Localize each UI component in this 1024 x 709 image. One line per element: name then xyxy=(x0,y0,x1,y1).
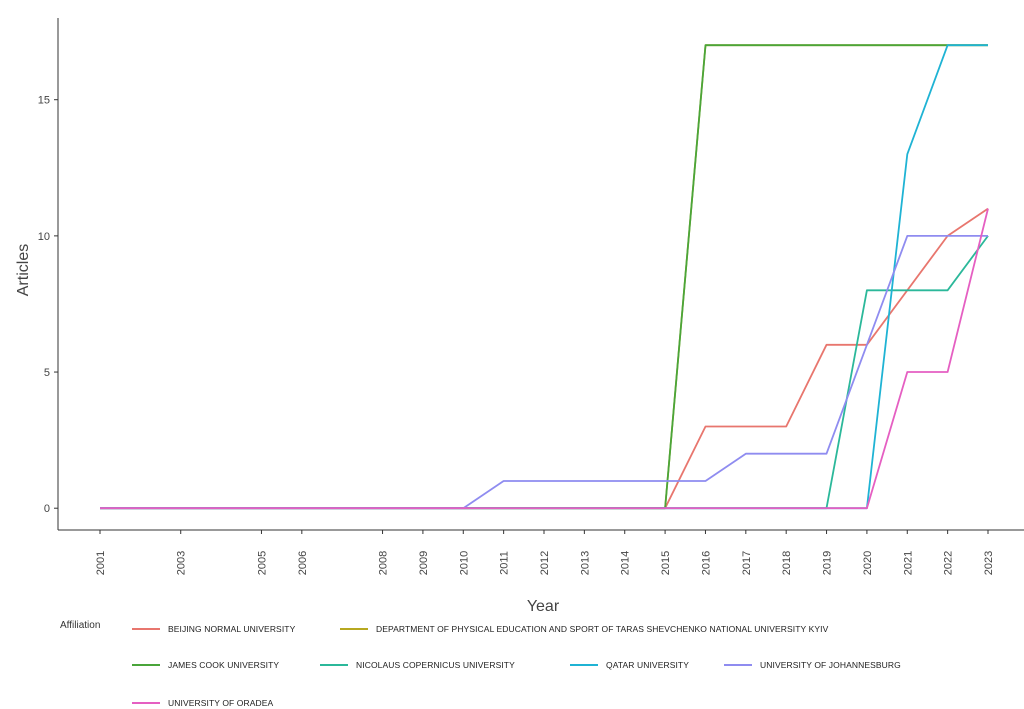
legend-label: JAMES COOK UNIVERSITY xyxy=(168,660,280,670)
legend-item: UNIVERSITY OF ORADEA xyxy=(132,698,273,708)
x-tick-label: 2016 xyxy=(700,551,712,575)
legend-label: UNIVERSITY OF JOHANNESBURG xyxy=(760,660,901,670)
legend-label: QATAR UNIVERSITY xyxy=(606,660,689,670)
legend-key xyxy=(132,628,160,630)
x-tick-label: 2013 xyxy=(579,551,591,575)
x-axis-title: Year xyxy=(527,598,560,612)
x-tick-label: 2011 xyxy=(499,551,511,575)
series-line-1 xyxy=(100,207,989,510)
legend-key xyxy=(320,664,348,666)
legend-item: DEPARTMENT OF PHYSICAL EDUCATION AND SPO… xyxy=(340,624,828,634)
series-line-5 xyxy=(100,44,988,510)
x-tick-label: 2005 xyxy=(256,551,268,575)
x-tick-label: 2010 xyxy=(458,551,470,575)
legend-key xyxy=(132,664,160,666)
y-axis-title: Articles xyxy=(15,244,32,296)
x-tick-label: 2018 xyxy=(781,551,793,575)
y-tick-label: 0 xyxy=(44,503,50,515)
x-tick-label: 2006 xyxy=(297,551,309,575)
x-tick-label: 2015 xyxy=(660,551,672,575)
legend-item: JAMES COOK UNIVERSITY xyxy=(132,660,279,670)
line-chart: 0 5 10 15 2001 2003 2005 2006 2008 2009 2010 2011 20… xyxy=(15,18,1024,615)
x-tick-label: 2017 xyxy=(741,551,753,575)
legend: Affiliation BEIJING NORMAL UNIVERSITY DEP… xyxy=(0,612,1024,709)
legend-item: NICOLAUS COPERNICUS UNIVERSITY xyxy=(320,660,515,670)
x-tick-label: 2012 xyxy=(539,551,551,575)
y-tick-label: 10 xyxy=(38,231,50,243)
x-tick-label: 2014 xyxy=(620,551,632,575)
series-line-7 xyxy=(100,208,989,510)
x-tick-label: 2009 xyxy=(418,551,430,575)
series-line-6 xyxy=(100,234,988,510)
legend-label: BEIJING NORMAL UNIVERSITY xyxy=(168,624,296,634)
x-tick-label: 2001 xyxy=(95,551,107,575)
y-tick-label: 15 xyxy=(38,95,50,107)
legend-key xyxy=(570,664,598,666)
series-line-2 xyxy=(100,44,988,510)
x-tick-label: 2019 xyxy=(822,551,834,575)
series-line-3 xyxy=(100,44,988,510)
legend-label: DEPARTMENT OF PHYSICAL EDUCATION AND SPO… xyxy=(376,624,829,634)
legend-item: QATAR UNIVERSITY xyxy=(570,660,689,670)
series-line-4 xyxy=(100,235,989,510)
x-tick-label: 2021 xyxy=(902,551,914,575)
legend-label: NICOLAUS COPERNICUS UNIVERSITY xyxy=(356,660,515,670)
legend-item: BEIJING NORMAL UNIVERSITY xyxy=(132,624,295,634)
x-tick-label: 2003 xyxy=(176,551,188,575)
legend-key xyxy=(132,702,160,704)
legend-item: UNIVERSITY OF JOHANNESBURG xyxy=(724,660,901,670)
x-tick-label: 2022 xyxy=(943,551,955,575)
legend-title: Affiliation xyxy=(60,620,101,631)
x-tick-label: 2023 xyxy=(983,551,995,575)
legend-key xyxy=(340,628,368,630)
x-tick-label: 2008 xyxy=(378,551,390,575)
legend-key xyxy=(724,664,752,666)
y-tick-label: 5 xyxy=(44,367,50,379)
x-tick-label: 2020 xyxy=(862,551,874,575)
legend-label: UNIVERSITY OF ORADEA xyxy=(168,698,274,708)
